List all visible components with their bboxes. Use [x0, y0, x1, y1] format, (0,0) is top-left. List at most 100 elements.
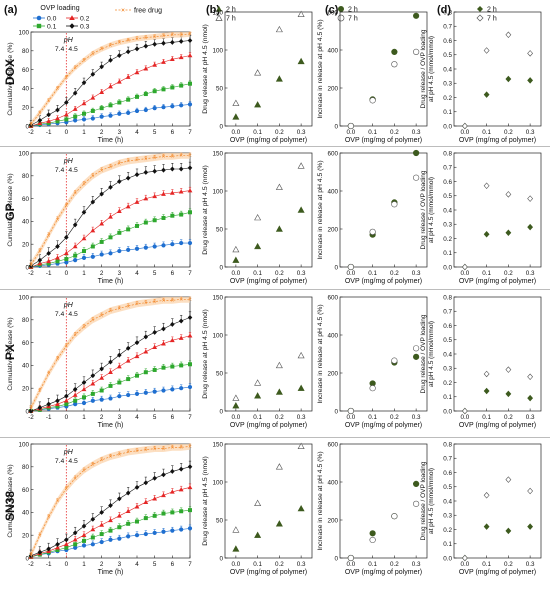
series-2h: [232, 206, 305, 263]
data-point: [143, 531, 148, 537]
series-line: [30, 466, 191, 556]
x-tick-label: 0.2: [390, 561, 399, 568]
data-point: ×: [135, 448, 139, 455]
x-tick-label: 0.1: [368, 129, 377, 136]
x-axis-label: OVP (mg/mg of polymer): [459, 137, 536, 144]
x-axis-label: Time (h): [98, 137, 124, 144]
data-point: [116, 364, 122, 369]
chart-d-sn38: 0.00.10.20.30.40.50.60.70.80.0 0.1 0.2 0.3O…: [420, 441, 542, 576]
data-point: ×: [109, 454, 113, 461]
x-tick-label: 0.2: [275, 561, 284, 568]
y-tick-label: 0.6: [443, 38, 452, 45]
data-point: [413, 500, 420, 507]
x-tick-label: 0.1: [482, 561, 491, 568]
data-point: ×: [153, 34, 157, 41]
data-point: [125, 490, 131, 496]
data-point: [152, 193, 158, 199]
data-point: [413, 174, 420, 181]
y-tick-label: 50: [216, 370, 224, 377]
data-point: [108, 235, 113, 240]
data-point: [81, 380, 87, 385]
x-tick-label: 5: [153, 129, 157, 136]
data-point: [134, 199, 140, 204]
data-point: [143, 43, 149, 49]
legend-d-2h-marker: [477, 6, 483, 12]
data-point: [46, 401, 51, 407]
data-point: [125, 204, 131, 209]
legend-label-00: 0.0: [47, 16, 57, 23]
data-point: [90, 244, 95, 249]
x-tick-label: 0.3: [297, 414, 306, 421]
data-point: [275, 183, 283, 190]
y-tick-label: 0.0: [443, 123, 452, 130]
data-point: [46, 118, 52, 124]
plot-frame: [453, 296, 542, 412]
x-tick-label: 6: [171, 129, 175, 136]
data-point: [369, 536, 376, 544]
legend-marker-free: ×: [121, 8, 125, 15]
y-axis-label-line2: at pH 4.5 (mmol/mmol): [428, 177, 435, 243]
data-point: [90, 108, 95, 113]
data-point: [143, 349, 149, 354]
data-point: [232, 394, 240, 401]
data-point: ×: [73, 190, 77, 197]
data-point: [81, 386, 87, 392]
y-tick-label: 0: [219, 408, 223, 415]
y-tick-label: 0.6: [443, 323, 452, 330]
y-tick-label: 600: [327, 150, 338, 157]
data-point: [143, 480, 149, 486]
data-point: [108, 537, 113, 542]
data-point: [81, 80, 87, 86]
data-point: [125, 175, 131, 181]
data-point: [90, 516, 96, 522]
data-point: [99, 252, 104, 257]
data-point: [369, 97, 376, 104]
data-point: [99, 221, 105, 226]
data-point: ×: [47, 98, 51, 105]
series-line: [30, 33, 191, 125]
ph-label: pH: [63, 158, 74, 165]
x-axis-label: OVP (mg/mg of polymer): [459, 278, 536, 285]
y-tick-label: 150: [212, 441, 223, 448]
data-point: [483, 492, 490, 499]
data-point: [178, 466, 184, 472]
data-point: [99, 522, 105, 527]
legend-title: OVP loading: [40, 5, 79, 12]
data-point: [187, 484, 193, 490]
data-point: [391, 61, 398, 68]
data-point: [178, 189, 184, 194]
y-tick-label: 600: [327, 441, 338, 448]
y-tick-label: 40: [22, 219, 30, 226]
panel-letter-c: (c): [325, 4, 339, 16]
data-point: [527, 373, 534, 381]
data-point: ×: [82, 181, 86, 188]
plot-frame: [453, 443, 542, 559]
data-point: [369, 228, 376, 235]
data-point: [483, 523, 490, 530]
y-axis-label-line2: at pH 4.5 (mmol/mmol): [428, 36, 435, 102]
x-tick-label: -1: [46, 561, 52, 568]
data-point: [135, 519, 139, 524]
data-point: [73, 253, 78, 258]
data-point: [275, 75, 283, 82]
data-point: [232, 245, 240, 253]
plot-frame: [30, 443, 191, 559]
data-point: [99, 539, 104, 545]
data-point: [188, 508, 192, 513]
legend-b-2h-marker: [216, 6, 222, 12]
x-tick-label: -2: [28, 561, 34, 568]
data-point: ×: [91, 51, 95, 58]
data-point: [108, 103, 113, 108]
data-point: [63, 250, 69, 256]
data-point: [117, 352, 122, 358]
data-point: [134, 504, 140, 509]
data-point: ×: [117, 306, 121, 313]
data-point: [46, 250, 51, 256]
series-7h: [461, 476, 534, 562]
data-point: [108, 214, 113, 219]
x-tick-label: 2: [100, 414, 104, 421]
ph-before-label: 7.4: [55, 167, 65, 174]
ph-after-label: 4.5: [68, 46, 78, 53]
legend-marker-00: [36, 15, 42, 21]
data-point: [483, 91, 490, 98]
